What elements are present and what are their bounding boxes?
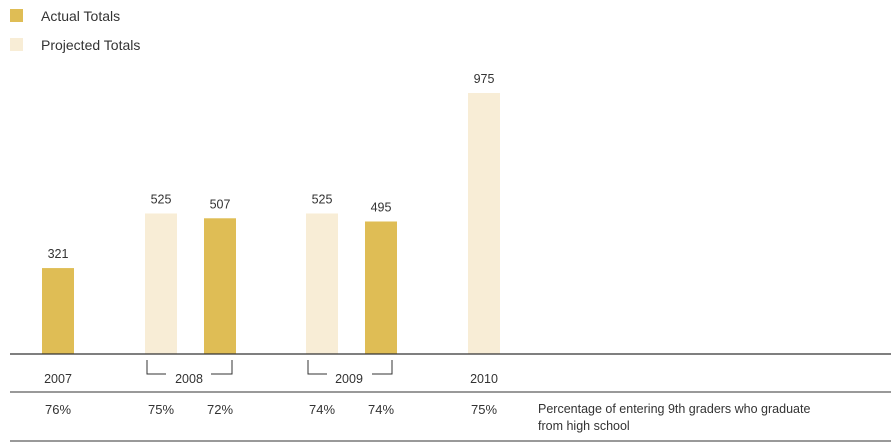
bar-actual-2009: [365, 221, 397, 354]
percentage-label-projected-2009: 74%: [309, 402, 335, 417]
year-label-2008: 2008: [175, 372, 203, 386]
bracket-2009-left: [307, 360, 327, 375]
percentage-label-actual-2009: 74%: [368, 402, 394, 417]
value-label-projected-2010: 975: [474, 72, 495, 86]
bar-projected-2009: [306, 213, 338, 354]
bracket-2008-right: [211, 360, 233, 375]
percentage-label-actual-2007: 76%: [45, 402, 71, 417]
bar-actual-2007: [42, 268, 74, 354]
percentage-note-line-2: from high school: [538, 419, 630, 433]
legend-swatch-projected: [10, 38, 23, 51]
bar-projected-2008: [145, 213, 177, 354]
legend-swatch-actual: [10, 9, 23, 22]
bar-actual-2008: [204, 218, 236, 354]
bracket-2008-left: [146, 360, 166, 375]
percentage-label-projected-2010: 75%: [471, 402, 497, 417]
percentage-note-line-1: Percentage of entering 9th graders who g…: [538, 402, 810, 416]
percentage-label-projected-2008: 75%: [148, 402, 174, 417]
legend-label-projected: Projected Totals: [41, 37, 140, 53]
year-label-2007: 2007: [44, 372, 72, 386]
value-label-projected-2008: 525: [151, 192, 172, 206]
percentage-labels-group: 76% 75% 72% 74% 74% 75%: [45, 402, 497, 417]
percentage-label-actual-2008: 72%: [207, 402, 233, 417]
year-label-2009: 2009: [335, 372, 363, 386]
value-label-actual-2008: 507: [210, 197, 231, 211]
legend-label-actual: Actual Totals: [41, 8, 120, 24]
value-labels-group: 321 525 507 525 495 975: [48, 72, 495, 261]
year-label-2010: 2010: [470, 372, 498, 386]
value-label-actual-2007: 321: [48, 247, 69, 261]
bars-group: [42, 93, 500, 354]
value-label-projected-2009: 525: [312, 192, 333, 206]
bar-projected-2010: [468, 93, 500, 354]
value-label-actual-2009: 495: [371, 200, 392, 214]
bracket-2009-right: [372, 360, 393, 375]
